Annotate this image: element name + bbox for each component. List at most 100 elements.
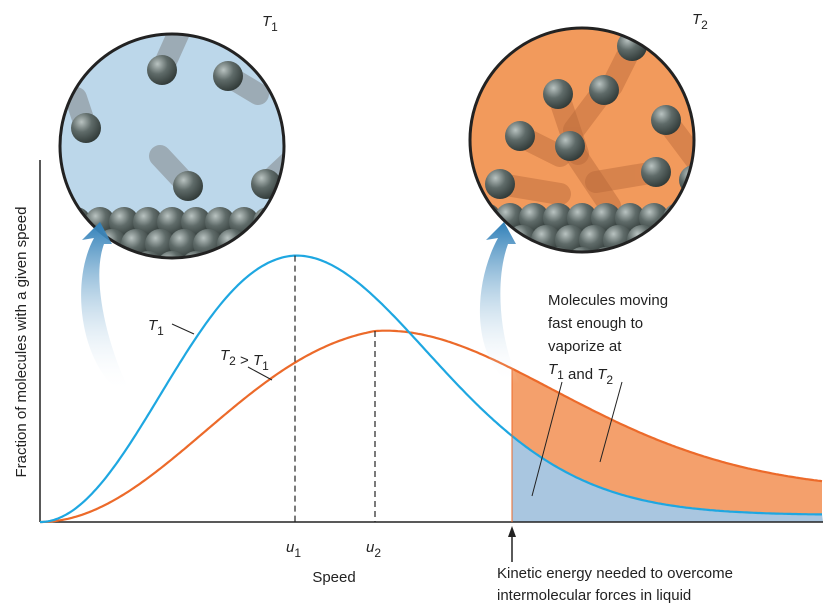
molecule bbox=[615, 247, 645, 252]
molecule bbox=[289, 229, 319, 259]
molecule bbox=[639, 247, 669, 252]
curve-t1 bbox=[40, 254, 822, 524]
molecule bbox=[675, 225, 694, 252]
molecule bbox=[181, 207, 211, 237]
symbol: T bbox=[548, 361, 559, 378]
molecule bbox=[555, 131, 585, 161]
molecule bbox=[471, 203, 501, 233]
molecule bbox=[205, 251, 235, 258]
view-label: T2 bbox=[692, 11, 708, 32]
annotation-last: T1 and T2 bbox=[548, 361, 613, 387]
molecule bbox=[641, 157, 671, 187]
molecule bbox=[589, 75, 619, 105]
subscript: 1 bbox=[262, 359, 269, 373]
subscript: 2 bbox=[606, 373, 613, 387]
molecule bbox=[543, 79, 573, 109]
molecule bbox=[567, 203, 597, 233]
molecule bbox=[157, 207, 187, 237]
y-axis-label: Fraction of molecules with a given speed bbox=[13, 207, 30, 478]
molecule bbox=[229, 251, 259, 258]
molecule bbox=[699, 225, 729, 255]
motion-blur bbox=[683, 129, 694, 191]
molecule bbox=[61, 207, 91, 237]
leader bbox=[599, 381, 623, 463]
molecule bbox=[173, 171, 203, 201]
molecule bbox=[663, 203, 693, 233]
leader bbox=[531, 381, 563, 497]
annotation-line: vaporize at bbox=[548, 338, 622, 355]
molecule bbox=[543, 203, 573, 233]
annotation-line: Molecules moving bbox=[548, 292, 668, 309]
molecule bbox=[519, 247, 549, 252]
subscript: 1 bbox=[557, 368, 564, 382]
molecule bbox=[133, 207, 163, 237]
symbol: T bbox=[148, 317, 159, 334]
molecule bbox=[651, 225, 681, 252]
symbol: T bbox=[220, 347, 231, 364]
curve-t2 bbox=[40, 329, 823, 524]
curved-arrow bbox=[479, 222, 520, 384]
molecule bbox=[109, 207, 139, 237]
molecule bbox=[277, 207, 284, 237]
molecule bbox=[213, 61, 243, 91]
molecule bbox=[60, 207, 67, 237]
subscript: 1 bbox=[294, 546, 301, 560]
molecule-view bbox=[470, 28, 729, 255]
subscript: 1 bbox=[271, 20, 278, 34]
annotation-line: fast enough to bbox=[548, 315, 643, 332]
molecule bbox=[157, 251, 187, 258]
view-label: T1 bbox=[262, 13, 278, 34]
molecule bbox=[579, 225, 609, 252]
curve-label-t1: T1 bbox=[148, 317, 164, 338]
molecule bbox=[147, 55, 177, 85]
shade-t2 bbox=[512, 368, 822, 515]
symbol: T bbox=[262, 13, 273, 30]
molecule bbox=[71, 113, 101, 143]
molecule bbox=[205, 207, 235, 237]
curved-arrow bbox=[81, 222, 130, 392]
molecule bbox=[591, 203, 621, 233]
molecule bbox=[169, 229, 199, 258]
subscript: 2 bbox=[374, 546, 381, 560]
threshold-label: intermolecular forces in liquid bbox=[497, 587, 691, 604]
view-border bbox=[468, 26, 696, 254]
molecule-view bbox=[60, 34, 319, 259]
molecule bbox=[470, 203, 477, 233]
molecule bbox=[145, 229, 175, 258]
shade-t1 bbox=[512, 435, 823, 522]
threshold-label: Kinetic energy needed to overcome bbox=[497, 565, 733, 582]
leader bbox=[247, 366, 273, 381]
molecule bbox=[687, 247, 694, 252]
subscript: 2 bbox=[229, 354, 236, 368]
molecule bbox=[519, 203, 549, 233]
molecule bbox=[651, 105, 681, 135]
molecule bbox=[253, 207, 283, 237]
subscript: 2 bbox=[701, 18, 708, 32]
molecule bbox=[485, 169, 515, 199]
curve-label-t2: T2 > T1 bbox=[220, 347, 269, 373]
molecule bbox=[470, 247, 477, 252]
symbol: T bbox=[597, 366, 608, 383]
molecule bbox=[505, 121, 535, 151]
arrow-head bbox=[508, 526, 516, 537]
text-part: and bbox=[564, 366, 597, 383]
molecule bbox=[663, 247, 693, 252]
view-border bbox=[58, 32, 286, 260]
symbol: T bbox=[692, 11, 703, 28]
molecule bbox=[109, 251, 139, 258]
symbol: T bbox=[253, 352, 264, 369]
molecule bbox=[241, 229, 271, 258]
text-part: > bbox=[236, 352, 253, 369]
diagram-layer: u1 u 2 Fraction of molecules with a given s… bbox=[13, 11, 823, 604]
x-axis-label: Speed bbox=[312, 569, 355, 586]
symbol: u bbox=[286, 539, 295, 556]
molecule bbox=[265, 229, 284, 258]
subscript: 1 bbox=[157, 324, 164, 338]
molecule bbox=[253, 251, 283, 258]
speed-mark: u1 bbox=[286, 539, 301, 560]
molecule bbox=[470, 225, 489, 252]
molecule bbox=[687, 203, 694, 233]
molecule bbox=[60, 229, 79, 258]
molecule bbox=[555, 225, 585, 252]
